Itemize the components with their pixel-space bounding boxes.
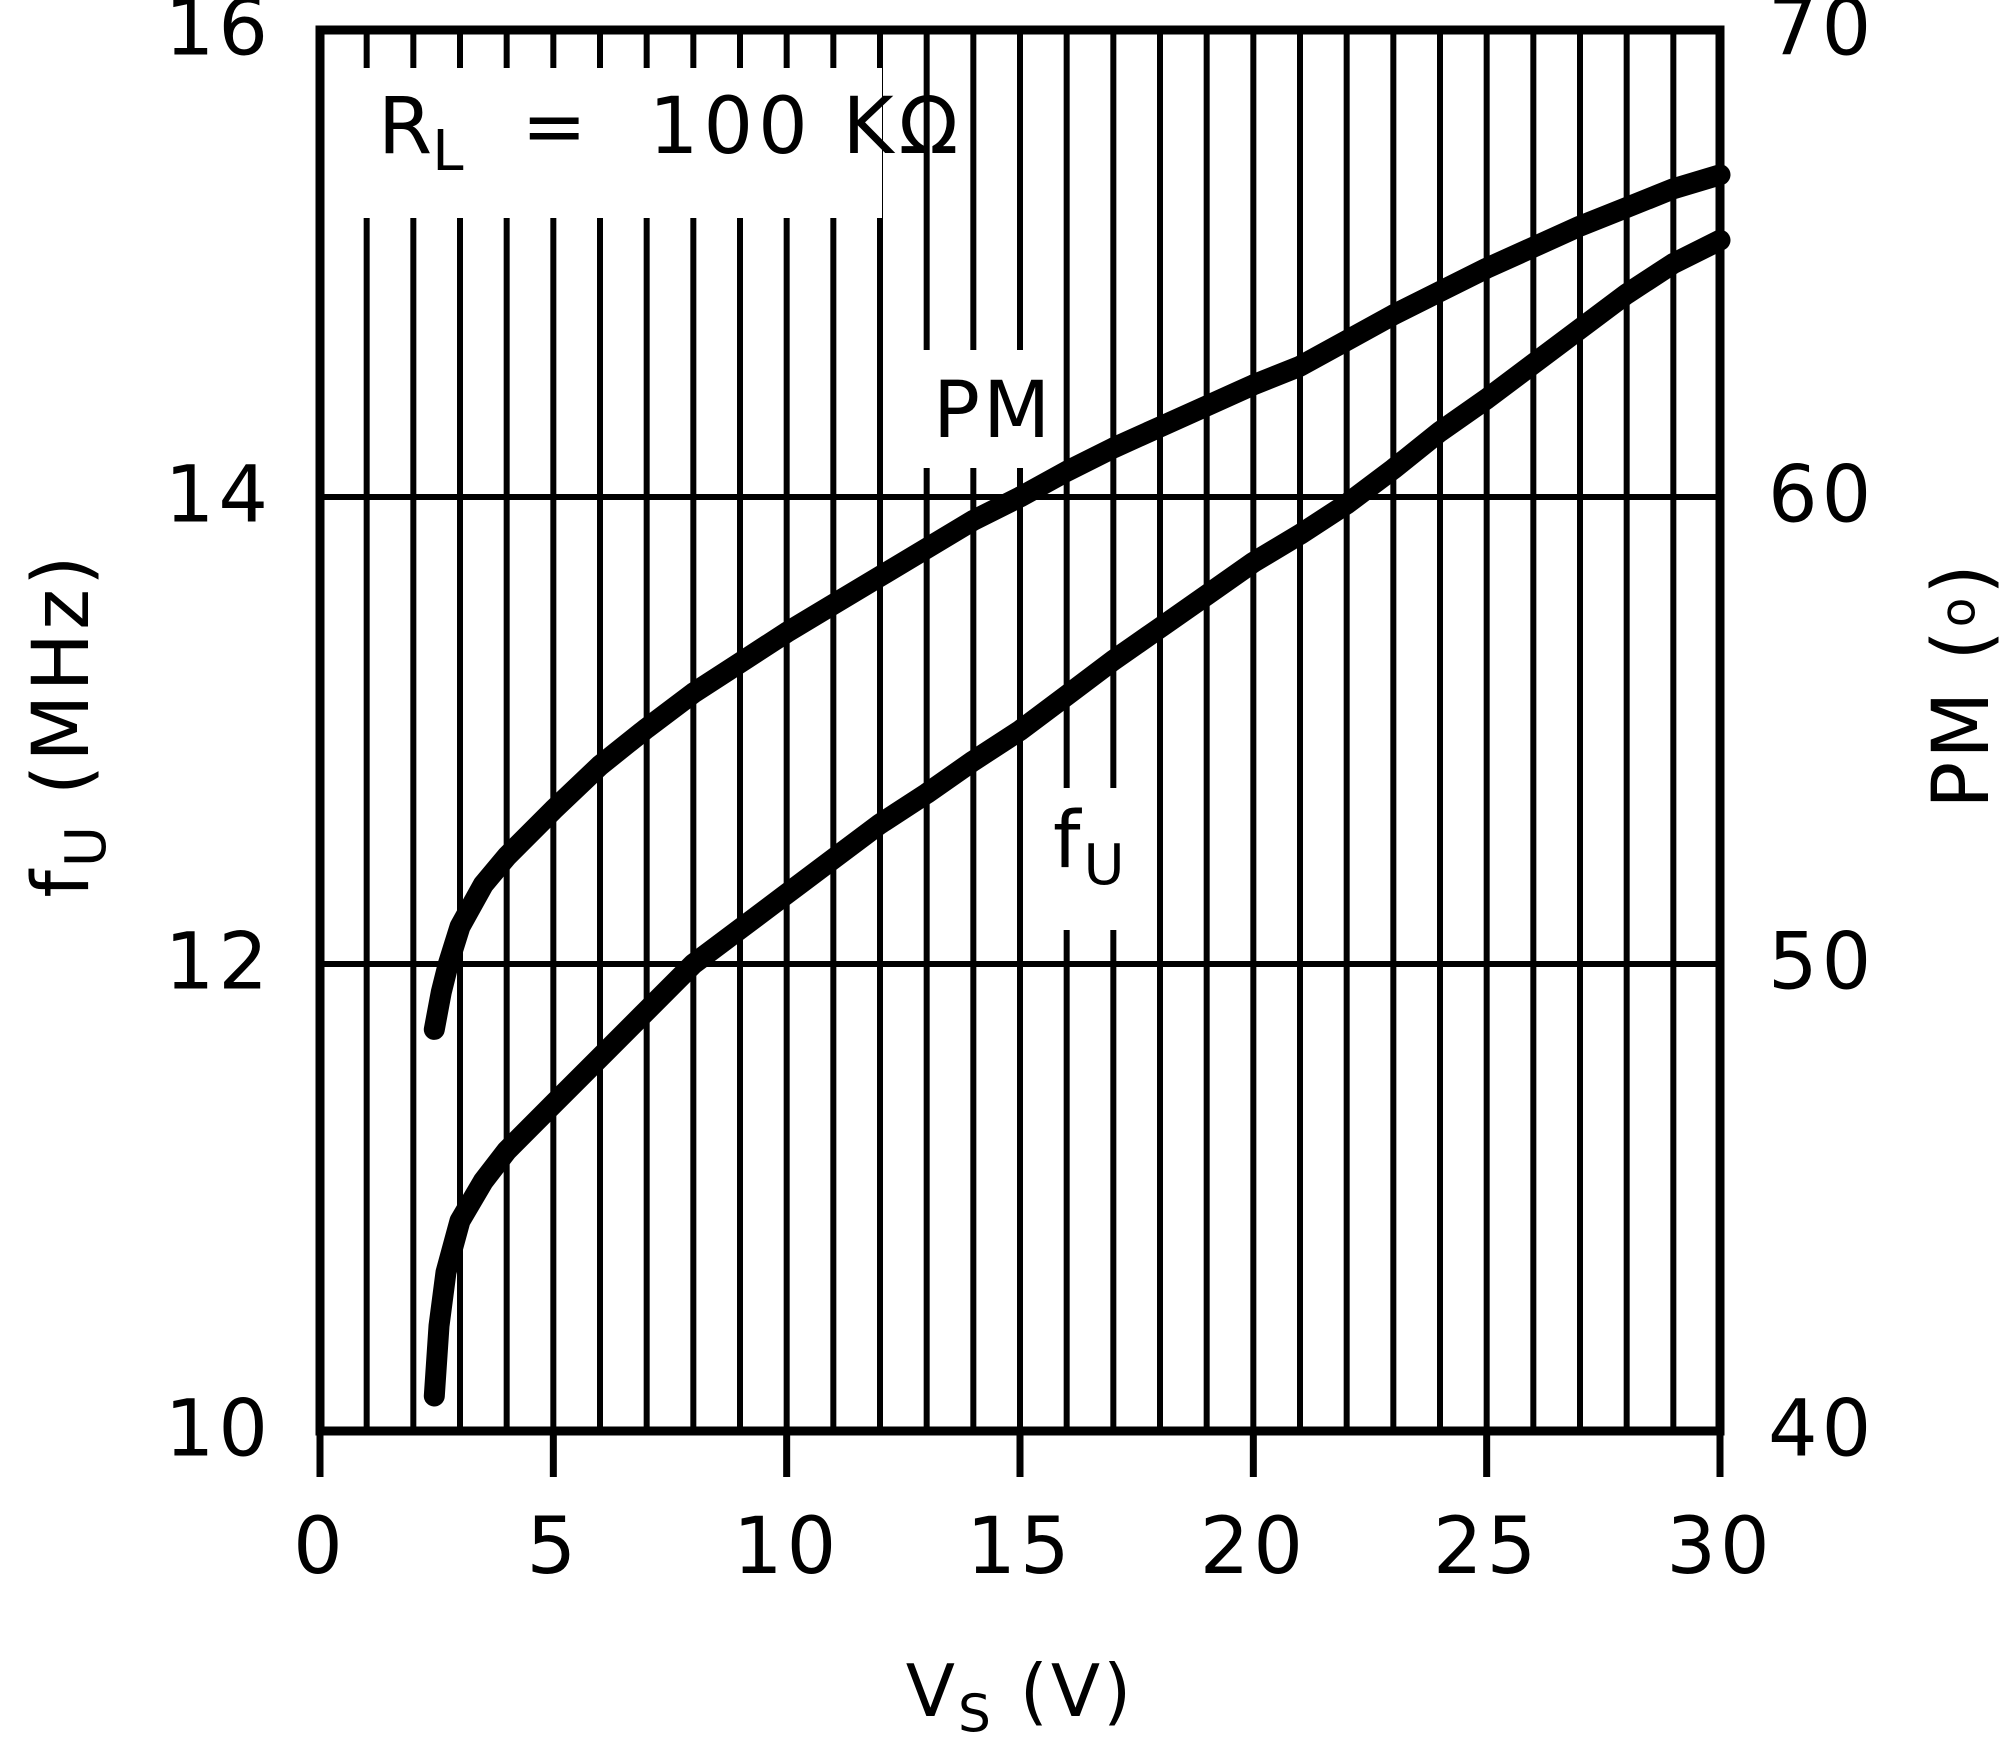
label-knockout-box	[1028, 788, 1128, 930]
label-knockout-box	[336, 68, 882, 218]
pm-curve-label-text: PM	[933, 366, 1054, 456]
fu-curve-label-subscript: U	[1083, 832, 1128, 898]
legend-annotation: RL = 100 KΩ	[378, 88, 963, 180]
x-axis-title-subscript: S	[958, 1684, 994, 1745]
x-axis-tick-label: 30	[1666, 1502, 1774, 1592]
left-axis-title: fU (MHz)	[17, 552, 119, 897]
legend-rl-symbol: R	[378, 82, 433, 172]
left-axis-tick-label: 10	[164, 1384, 272, 1475]
right-axis-title-symbol: PM (	[1917, 627, 2007, 809]
x-axis-tick-label: 0	[293, 1502, 347, 1592]
curve-fu	[423, 229, 1731, 1407]
x-axis-tick-label: 5	[526, 1502, 581, 1592]
x-axis-title: VS (V)	[906, 1655, 1135, 1740]
right-axis-title-close: )	[1917, 561, 2007, 595]
left-axis-tick-label: 14	[164, 450, 272, 541]
x-axis-title-unit: (V)	[993, 1649, 1135, 1733]
right-axis-tick-label: 70	[1768, 0, 1876, 74]
pm-curve-label: PM	[933, 372, 1053, 450]
x-axis-title-symbol: V	[905, 1649, 959, 1733]
left-axis-title-symbol: f	[17, 867, 107, 898]
right-axis-tick-label: 60	[1768, 450, 1876, 541]
left-axis-title-unit: (MHz)	[17, 552, 107, 823]
left-axis-tick-label: 16	[164, 0, 272, 74]
x-axis-tick-label: 10	[733, 1502, 841, 1592]
x-axis-tick-label: 20	[1199, 1502, 1307, 1592]
curve-pm	[423, 164, 1731, 1040]
fu-curve-label-text: f	[1053, 796, 1084, 886]
degree-symbol: o	[1930, 594, 1987, 628]
x-axis-tick-label: 15	[966, 1502, 1074, 1592]
legend-rl-subscript: L	[432, 118, 464, 184]
legend-value: 100 KΩ	[648, 82, 964, 172]
fu-curve-label: fU	[1053, 802, 1128, 894]
right-axis-tick-label: 40	[1768, 1384, 1876, 1475]
left-axis-tick-label: 12	[164, 917, 272, 1008]
left-axis-title-subscript: U	[53, 822, 119, 868]
legend-equals: =	[521, 82, 587, 172]
x-axis-tick-label: 25	[1433, 1502, 1541, 1592]
label-knockout-box	[918, 350, 1036, 468]
right-axis-tick-label: 50	[1768, 917, 1876, 1008]
right-axis-title: PM (o)	[1917, 561, 2007, 809]
